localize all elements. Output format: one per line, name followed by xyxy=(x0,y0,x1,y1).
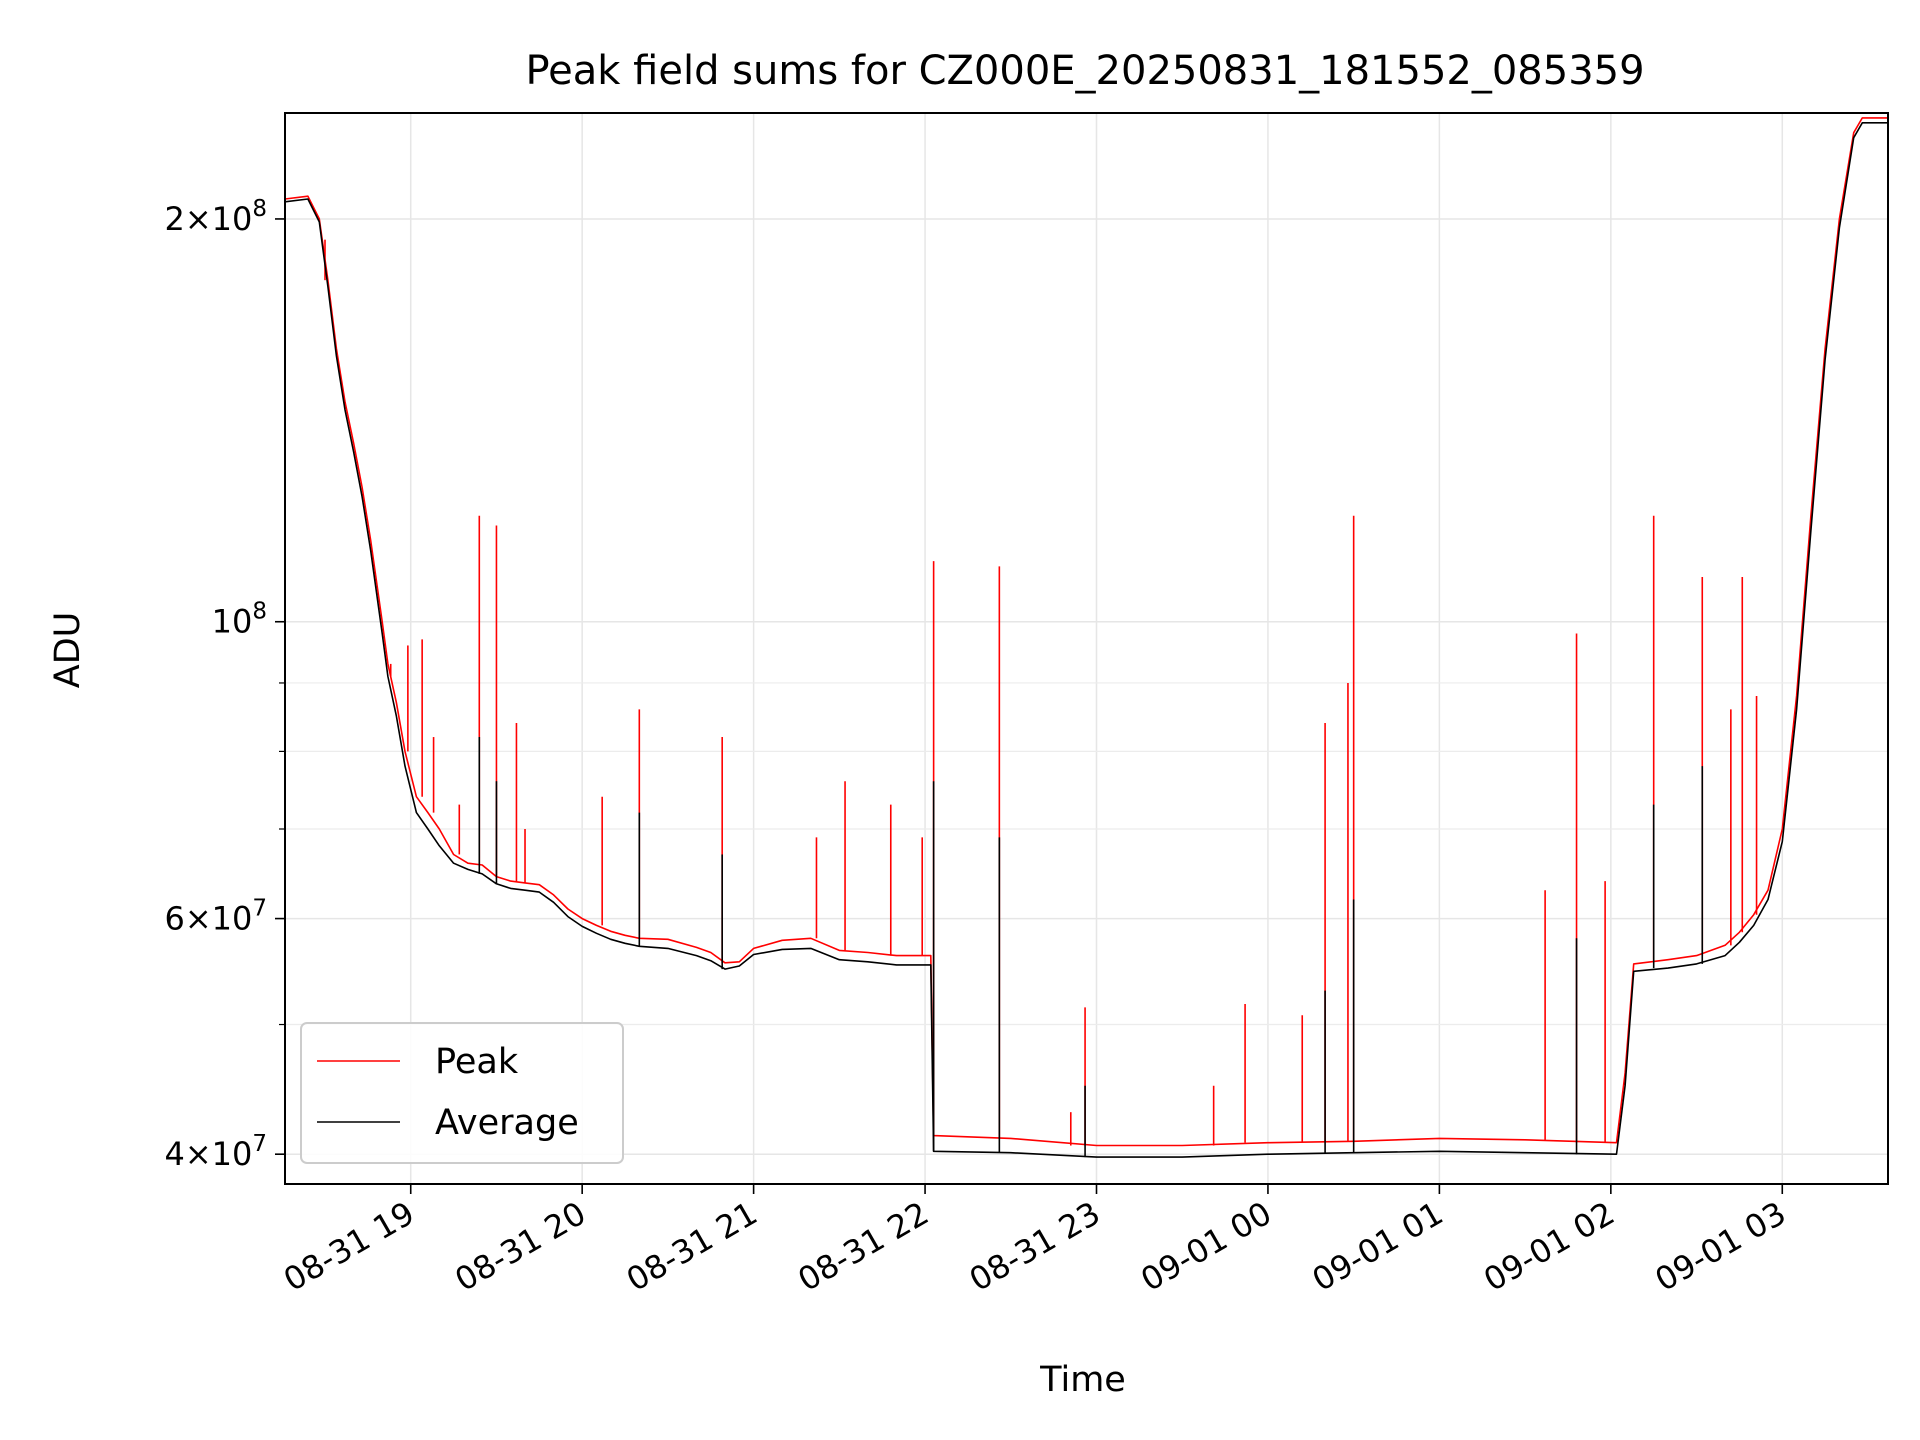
y-tick-label: 108 xyxy=(212,599,267,641)
chart-title: Peak field sums for CZ000E_20250831_1815… xyxy=(525,48,1644,94)
y-axis-label: ADU xyxy=(48,612,88,689)
legend: Peak Average xyxy=(300,1022,624,1164)
series-line-peak xyxy=(284,117,1888,1147)
grid-lines xyxy=(285,113,1888,1184)
legend-label-peak: Peak xyxy=(435,1042,519,1082)
series-line-average xyxy=(284,122,1888,1158)
plot-frame xyxy=(284,112,1889,1185)
series-lines xyxy=(284,117,1888,1158)
y-tick-label: 6×107 xyxy=(164,896,267,938)
legend-box xyxy=(300,1022,624,1164)
legend-label-average: Average xyxy=(435,1103,579,1143)
x-axis-label: Time xyxy=(1039,1360,1126,1400)
y-tick-label: 2×108 xyxy=(164,196,267,238)
y-tick-label: 4×107 xyxy=(164,1131,267,1173)
